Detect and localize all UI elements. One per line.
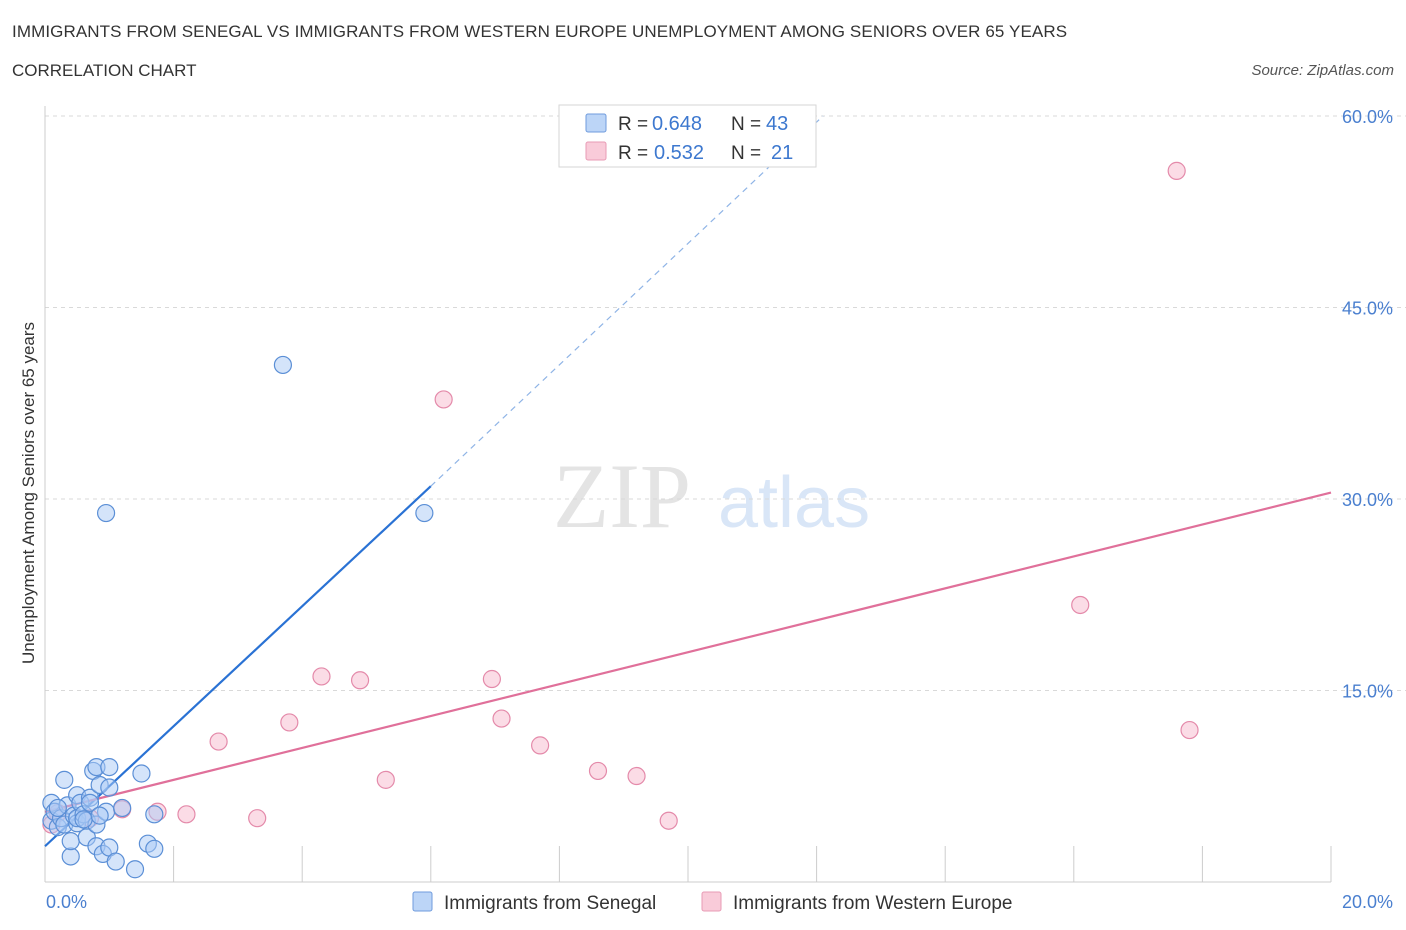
point-weurope-13	[482, 669, 501, 689]
watermark-zip: ZIP	[553, 445, 691, 547]
legend-r-value-senegal: 0.648	[652, 113, 702, 135]
point-weurope-14	[492, 709, 511, 728]
data-points	[42, 161, 1199, 879]
point-weurope-9	[312, 667, 331, 686]
point-senegal-40	[48, 798, 67, 818]
series-legend: Immigrants from Senegal Immigrants from …	[412, 891, 1012, 914]
tick-labels: 15.0% 30.0% 45.0% 60.0% 0.0% 20.0%	[46, 107, 1393, 912]
trend-line-senegal-extension	[430, 115, 824, 487]
point-weurope-20	[1167, 161, 1186, 180]
point-weurope-21	[1180, 720, 1199, 740]
point-senegal-42	[90, 806, 109, 825]
axes	[44, 106, 1332, 883]
series-legend-swatch-weurope	[701, 891, 722, 912]
legend-swatch-senegal	[585, 113, 607, 133]
chart-subtitle: CORRELATION CHART	[12, 61, 197, 80]
series-legend-label-senegal: Immigrants from Senegal	[444, 893, 656, 914]
point-weurope-8	[280, 713, 299, 732]
point-weurope-18	[659, 811, 678, 830]
point-weurope-19	[1071, 595, 1090, 615]
point-senegal-19	[80, 793, 100, 812]
point-weurope-7	[248, 809, 267, 828]
point-weurope-5	[177, 805, 196, 824]
point-senegal-32	[125, 860, 145, 879]
y-axis-label: Unemployment Among Seniors over 65 years	[19, 322, 38, 664]
point-senegal-41	[74, 810, 93, 829]
y-tick-label-0: 15.0%	[1342, 682, 1393, 702]
y-tick-label-1: 30.0%	[1342, 490, 1393, 510]
y-tick-label-2: 45.0%	[1342, 299, 1393, 319]
point-weurope-17	[627, 766, 646, 786]
legend-n-value-senegal: 43	[766, 113, 788, 135]
trend-line-weurope	[44, 491, 1332, 813]
point-senegal-8	[61, 847, 80, 866]
legend-r-label-weurope: R =	[618, 143, 648, 164]
point-senegal-34	[145, 839, 164, 858]
point-senegal-6	[55, 770, 74, 789]
point-weurope-11	[376, 770, 395, 789]
legend-n-label-senegal: N =	[731, 114, 761, 135]
point-senegal-28	[100, 757, 119, 777]
point-weurope-16	[588, 761, 608, 781]
gridlines	[45, 115, 1406, 691]
point-weurope-12	[434, 390, 453, 409]
watermark-atlas: atlas	[718, 463, 870, 543]
point-senegal-39	[415, 503, 434, 523]
legend-swatch-weurope	[585, 141, 607, 161]
legend-r-value-weurope: 0.532	[654, 142, 704, 164]
point-senegal-9	[61, 832, 80, 851]
point-weurope-6	[209, 732, 228, 751]
legend-n-label-weurope: N =	[731, 143, 761, 164]
source-attribution: Source: ZipAtlas.com	[1251, 62, 1394, 79]
legend-r-label-senegal: R =	[618, 114, 648, 135]
legend-n-value-weurope: 21	[771, 142, 793, 164]
point-senegal-30	[106, 852, 125, 871]
point-weurope-10	[350, 671, 370, 690]
point-senegal-36	[132, 764, 151, 783]
chart-title: IMMIGRANTS FROM SENEGAL VS IMMIGRANTS FR…	[12, 22, 1068, 41]
series-legend-label-weurope: Immigrants from Western Europe	[733, 893, 1012, 914]
point-senegal-37	[96, 503, 116, 523]
point-senegal-27	[100, 778, 119, 797]
stats-legend: R = 0.648 N = 43 R = 0.532 N = 21	[558, 104, 817, 168]
point-senegal-31	[113, 798, 132, 818]
series-legend-swatch-senegal	[412, 891, 433, 912]
point-senegal-35	[145, 805, 164, 824]
y-tick-label-3: 60.0%	[1342, 107, 1393, 127]
point-weurope-15	[531, 736, 550, 755]
x-tick-label-min: 0.0%	[46, 892, 87, 912]
x-tick-label-max: 20.0%	[1342, 892, 1393, 912]
point-senegal-38	[273, 355, 293, 375]
